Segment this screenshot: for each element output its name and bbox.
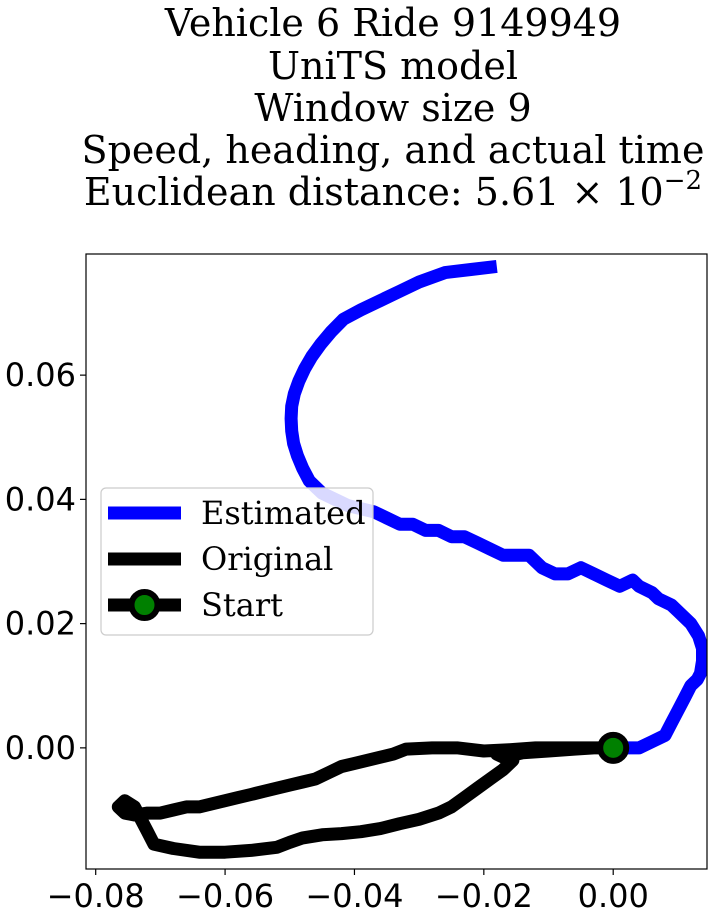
legend-label-start: Start [201,586,283,624]
y-tick-label: 0.02 [5,605,76,643]
legend: Estimated Original Start [100,487,374,636]
x-tick-label: −0.04 [305,877,403,915]
x-tick-label: 0.00 [578,877,649,915]
series-layer [111,259,707,859]
y-axis: 0.00 0.02 0.04 0.06 [5,356,86,767]
y-tick-label: 0.04 [5,480,76,518]
y-tick-label: 0.00 [5,729,76,767]
legend-label-original: Original [201,540,333,578]
x-tick-label: −0.08 [47,877,145,915]
title-line-3: Window size 9 [254,86,531,130]
x-tick-label: −0.06 [176,877,274,915]
legend-box [100,487,374,636]
x-axis: −0.08 −0.06 −0.04 −0.02 0.00 [47,869,649,915]
legend-marker-start [128,589,161,621]
y-tick-label: 0.06 [5,356,76,394]
x-tick-label: −0.02 [435,877,533,915]
series-line-estimated [284,259,707,755]
title-line-4: Speed, heading, and actual time [82,128,705,172]
title-line-2: UniTS model [268,44,518,88]
legend-label-estimated: Estimated [201,494,366,532]
title-line-5: Euclidean distance: 5.61 × 10−2 [84,166,702,214]
series-line-original [111,741,614,859]
title-line-1: Vehicle 6 Ride 9149949 [164,1,621,45]
plot-frame [85,253,708,870]
start-marker [597,731,630,764]
title-exponent: −2 [664,166,702,196]
